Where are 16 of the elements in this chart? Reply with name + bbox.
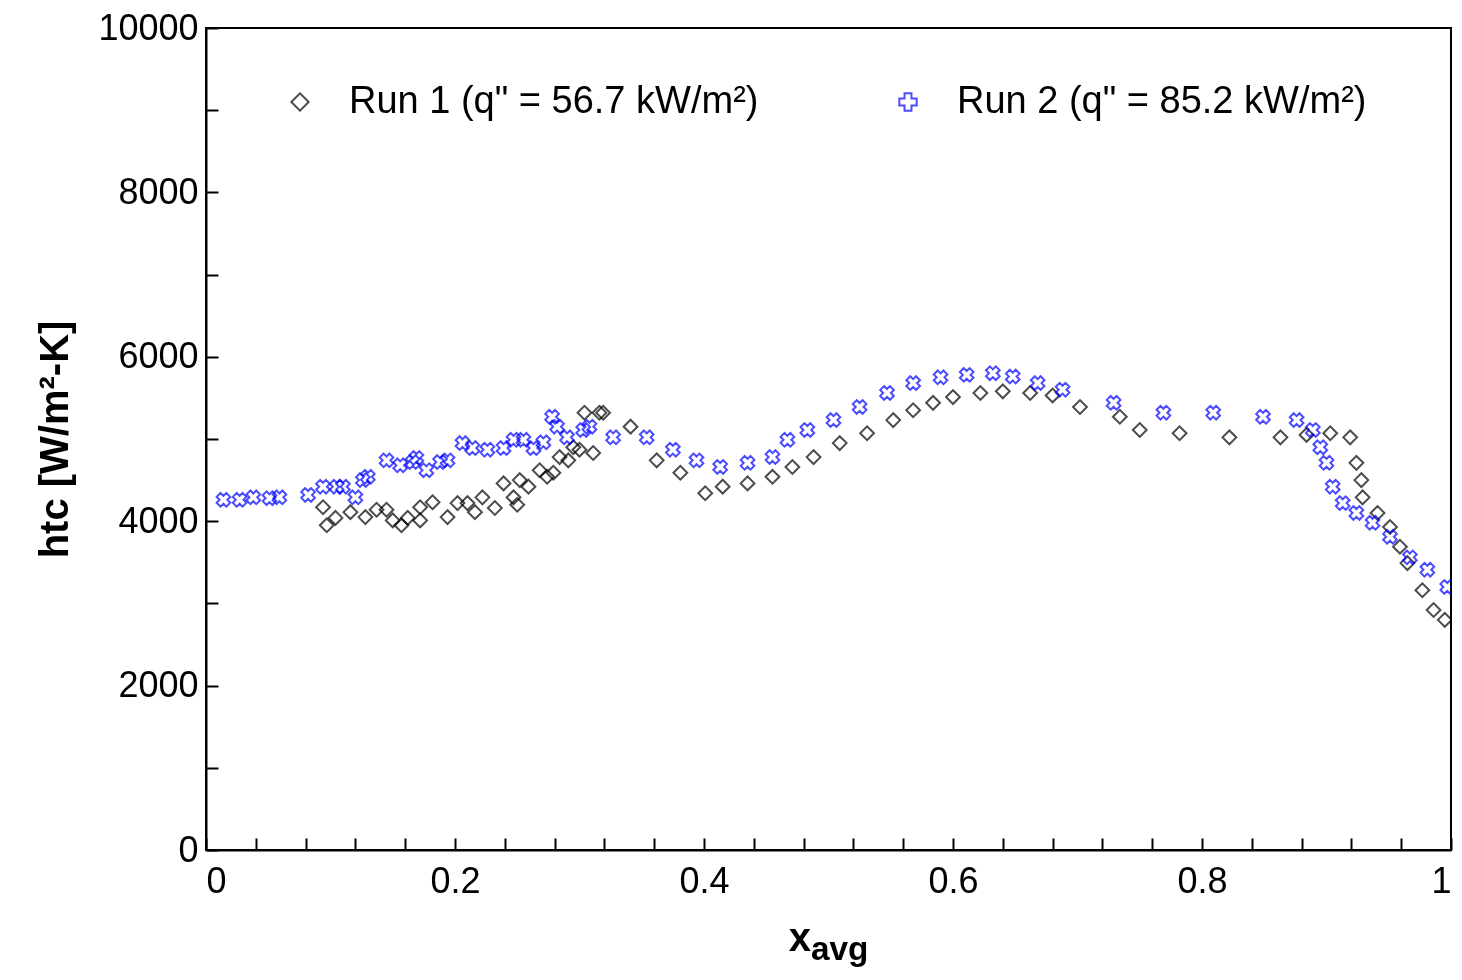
legend-label: Run 2 (q" = 85.2 kW/m²) xyxy=(957,79,1367,121)
y-tick-label: 2000 xyxy=(118,664,199,706)
x-axis-title: x$_{avg}$ xyxy=(787,915,870,968)
y-tick-label: 0 xyxy=(178,828,199,870)
y-tick-label: 6000 xyxy=(118,335,199,377)
x-tick-label: 0.2 xyxy=(430,859,481,901)
x-tick-label: 0.6 xyxy=(928,859,979,901)
y-tick-label: 4000 xyxy=(118,499,199,541)
x-tick-label: 0 xyxy=(206,859,227,901)
x-tick-label: 0.4 xyxy=(679,859,730,901)
y-tick-label: 10000 xyxy=(98,6,199,48)
legend-label: Run 1 (q" = 56.7 kW/m²) xyxy=(349,79,759,121)
x-tick-label: 1 xyxy=(1431,859,1452,901)
x-tick-label: 0.8 xyxy=(1177,859,1228,901)
y-tick-label: 8000 xyxy=(118,170,199,212)
y-axis-title: htc [W/m²-K] xyxy=(32,320,77,559)
